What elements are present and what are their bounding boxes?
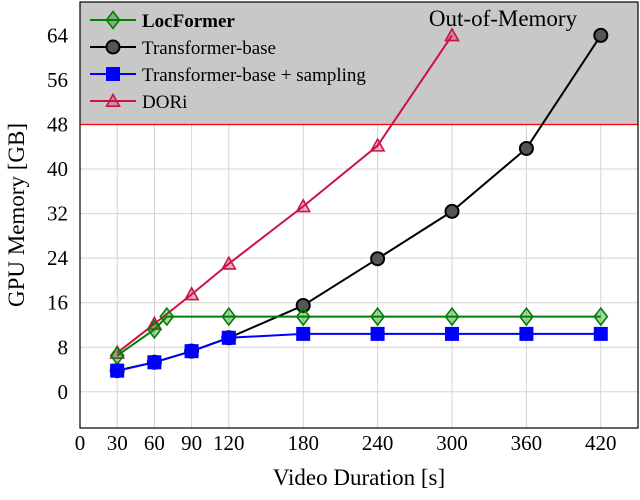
data-point xyxy=(147,355,162,370)
y-tick-label: 40 xyxy=(47,157,68,181)
y-tick-label: 24 xyxy=(47,246,69,270)
y-tick-label: 16 xyxy=(47,291,68,315)
data-point xyxy=(518,140,534,156)
data-point xyxy=(593,326,608,341)
y-tick-label: 56 xyxy=(47,68,68,92)
data-point xyxy=(159,306,175,327)
y-axis-label: GPU Memory [GB] xyxy=(4,123,29,307)
data-point xyxy=(295,306,311,327)
data-point xyxy=(295,297,311,313)
y-tick-label: 8 xyxy=(58,335,69,359)
data-point xyxy=(221,306,237,327)
data-point xyxy=(110,363,125,378)
region-fill xyxy=(80,2,638,125)
y-tick-label: 32 xyxy=(47,202,68,226)
data-point xyxy=(221,330,236,345)
x-tick-label: 240 xyxy=(362,431,394,455)
data-point xyxy=(370,326,385,341)
circle-marker-icon xyxy=(105,39,121,55)
x-tick-label: 90 xyxy=(181,431,202,455)
legend-label: Transformer-base xyxy=(142,38,276,59)
data-point xyxy=(593,306,609,327)
x-tick-label: 60 xyxy=(144,431,165,455)
data-point xyxy=(518,306,534,327)
tick-labels: 0 30 60 90 120 180 240 300 360 420 0 8 16 24 32 40 48 56 6… xyxy=(47,23,617,455)
x-tick-label: 0 xyxy=(75,431,86,455)
legend-item: Transformer-base + sampling xyxy=(90,65,366,86)
series-line xyxy=(116,34,453,354)
series-locformer xyxy=(109,306,609,366)
series-dori xyxy=(109,27,460,359)
data-point xyxy=(519,326,534,341)
data-point xyxy=(369,137,386,152)
data-point xyxy=(593,27,609,43)
legend-item: DORi xyxy=(90,92,187,113)
data-point xyxy=(444,203,460,219)
x-tick-label: 180 xyxy=(287,431,319,455)
data-point xyxy=(220,255,237,270)
data-point xyxy=(370,251,386,267)
x-tick-label: 120 xyxy=(213,431,245,455)
legend: LocFormer Transformer-base Transformer-bas… xyxy=(90,10,366,113)
series-lines xyxy=(109,27,609,379)
data-point xyxy=(184,344,199,359)
x-axis-label: Video Duration [s] xyxy=(273,465,445,490)
data-point xyxy=(444,27,460,42)
plot-frame xyxy=(79,1,639,429)
legend-label: Transformer-base + sampling xyxy=(142,65,366,86)
y-tick-label: 64 xyxy=(47,23,69,47)
out-of-memory-region xyxy=(80,2,638,126)
x-tick-label: 420 xyxy=(585,431,617,455)
legend-label: DORi xyxy=(142,92,187,113)
triangle-marker-icon xyxy=(105,92,121,107)
diamond-marker-icon xyxy=(105,10,121,30)
x-tick-label: 300 xyxy=(436,431,468,455)
data-point xyxy=(183,286,200,301)
data-point xyxy=(370,306,386,327)
square-marker-icon xyxy=(106,67,120,81)
data-point xyxy=(444,306,460,327)
out-of-memory-label: Out-of-Memory xyxy=(429,6,578,31)
y-tick-label: 0 xyxy=(58,380,69,404)
x-tick-label: 30 xyxy=(107,431,128,455)
legend-item: LocFormer xyxy=(90,10,235,32)
data-point xyxy=(445,326,459,341)
y-tick-label: 48 xyxy=(47,113,68,137)
data-point xyxy=(295,198,312,213)
data-point xyxy=(296,326,311,341)
series-transformer-base-sampling xyxy=(110,326,608,378)
legend-item: Transformer-base xyxy=(90,38,276,59)
legend-label: LocFormer xyxy=(142,11,235,32)
x-tick-label: 360 xyxy=(511,431,543,455)
data-point xyxy=(146,319,162,340)
